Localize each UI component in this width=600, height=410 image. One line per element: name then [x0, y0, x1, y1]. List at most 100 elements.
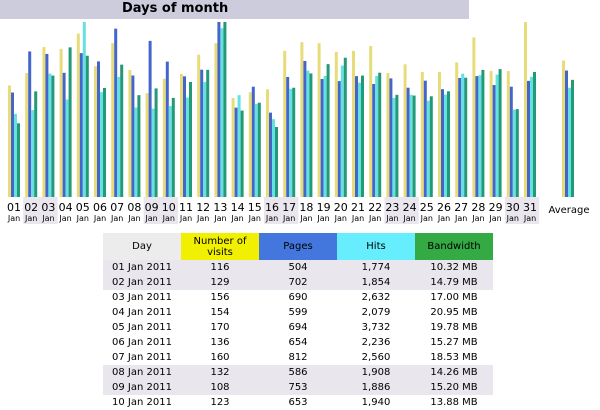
bar-number-of-visits: [231, 97, 235, 197]
bar-hits: [306, 70, 310, 197]
bar-hits: [512, 109, 516, 197]
bar-hits: [392, 97, 396, 197]
pages-cell: 694: [288, 322, 308, 333]
table-row: 09 Jan 2011 108 753 1,886 15.20 MB: [103, 380, 493, 395]
chart-title-bar: Days of month: [0, 0, 469, 19]
x-tick-month: Jan: [41, 214, 54, 223]
bar-pages: [97, 61, 100, 197]
bar-number-of-visits: [94, 66, 97, 197]
hits-cell: 2,560: [361, 352, 391, 363]
x-tick-month: Jan: [162, 214, 175, 223]
bar-bandwidth: [447, 91, 450, 197]
chart-title: Days of month: [122, 1, 229, 16]
bar-hits: [478, 75, 482, 197]
table-row: 06 Jan 2011 136 654 2,236 15.27 MB: [103, 335, 493, 350]
pages-cell: 702: [259, 275, 337, 290]
visits-cell: 154: [210, 307, 230, 318]
bar-hits: [151, 108, 155, 197]
x-tick-month: Jan: [58, 214, 71, 223]
bar-bandwidth: [361, 75, 364, 197]
bar-bandwidth: [17, 123, 20, 197]
bar-pages: [234, 107, 238, 197]
bar-pages: [406, 87, 410, 197]
bar-pages: [11, 92, 14, 197]
bar-number-of-visits: [334, 51, 338, 197]
x-tick-month: Jan: [230, 214, 243, 223]
days-of-month-chart: 01Jan02Jan03Jan04Jan05Jan06Jan07Jan08Jan…: [7, 22, 590, 224]
table-row: 07 Jan 2011 160 812 2,560 18.53 MB: [103, 350, 493, 365]
bar-bandwidth: [343, 57, 347, 197]
pages-cell: 599: [288, 307, 308, 318]
weekend-label-bg: [504, 197, 522, 224]
x-tick-day: 14: [231, 201, 245, 214]
average-bar-number-of-visits: [562, 60, 565, 197]
bar-hits: [426, 100, 430, 197]
hits-cell: 1,908: [337, 365, 415, 380]
day-cell: 07 Jan 2011: [112, 352, 172, 363]
bar-pages: [423, 80, 427, 197]
day-cell: 09 Jan 2011: [103, 380, 181, 395]
x-tick-month: Jan: [437, 214, 450, 223]
bar-hits: [375, 75, 379, 197]
visits-cell: 136: [210, 337, 230, 348]
bar-pages: [165, 61, 169, 197]
bar-number-of-visits: [180, 73, 183, 197]
bar-bandwidth: [481, 69, 485, 197]
visits-cell: 123: [210, 397, 230, 408]
x-tick-month: Jan: [351, 214, 364, 223]
x-tick-month: Jan: [488, 214, 501, 223]
bandwidth-cell: 13.88 MB: [430, 397, 478, 408]
bar-number-of-visits: [145, 93, 149, 197]
bar-hits: [323, 76, 327, 197]
bar-bandwidth: [533, 72, 536, 197]
bar-hits: [495, 74, 499, 197]
bandwidth-cell: 15.20 MB: [415, 380, 493, 395]
bar-pages: [62, 72, 66, 197]
bar-hits: [134, 107, 138, 197]
bar-bandwidth: [103, 87, 106, 197]
visits-cell: 108: [181, 380, 259, 395]
bar-pages: [79, 53, 83, 197]
x-tick-day: 20: [334, 201, 348, 214]
x-tick-day: 06: [93, 201, 107, 214]
average-bar-hits: [568, 87, 571, 197]
bar-pages: [114, 28, 118, 197]
header-hits: Hits: [337, 233, 415, 260]
bar-number-of-visits: [403, 64, 407, 197]
x-tick-day: 15: [248, 201, 262, 214]
hits-cell: 1,774: [337, 260, 415, 275]
title-spacer: [469, 0, 600, 19]
bar-hits: [117, 76, 121, 197]
weekend-label-bg: [160, 197, 178, 224]
bar-number-of-visits: [455, 62, 459, 198]
x-tick-day: 03: [41, 201, 55, 214]
average-bar-pages: [565, 70, 568, 197]
bar-bandwidth: [206, 69, 210, 197]
bar-bandwidth: [515, 109, 519, 197]
bar-hits: [444, 94, 447, 197]
bar-hits: [272, 119, 275, 197]
bar-hits: [220, 28, 224, 197]
pages-cell: 586: [259, 365, 337, 380]
x-tick-month: Jan: [334, 214, 347, 223]
pages-cell: 653: [288, 397, 308, 408]
bar-hits: [340, 65, 344, 197]
pages-cell: 753: [259, 380, 337, 395]
bar-bandwidth: [85, 55, 89, 197]
bar-hits: [530, 76, 533, 197]
day-cell: 03 Jan 2011: [112, 292, 172, 303]
bar-hits: [409, 94, 413, 197]
bar-number-of-visits: [369, 46, 373, 198]
bandwidth-cell: 14.26 MB: [415, 365, 493, 380]
x-tick-day: 23: [385, 201, 399, 214]
bar-bandwidth: [257, 102, 261, 197]
bar-number-of-visits: [42, 47, 46, 197]
bandwidth-cell: 19.78 MB: [430, 322, 478, 333]
bar-number-of-visits: [111, 43, 115, 198]
header-bandwidth: Bandwidth: [415, 233, 493, 260]
bar-bandwidth: [429, 96, 433, 197]
bar-pages: [286, 76, 290, 197]
bar-pages: [269, 112, 272, 197]
weekend-label-bg: [522, 197, 540, 224]
table-row: 02 Jan 2011 129 702 1,854 14.79 MB: [103, 275, 493, 290]
